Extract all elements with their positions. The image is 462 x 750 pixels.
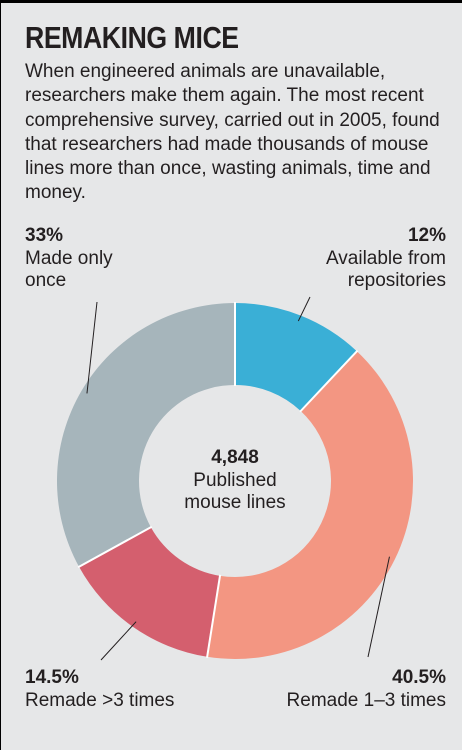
slice-separator: [299, 349, 359, 413]
leader-line: [100, 621, 137, 661]
donut-center-label: 4,848 Published mouse lines: [160, 447, 310, 515]
slice-text: Made only once: [25, 247, 113, 292]
slice-text: Available from repositories: [325, 247, 446, 292]
figure-description: When engineered animals are unavailable,…: [25, 61, 440, 204]
leader-line: [367, 556, 390, 658]
slice-remade-1-3: [207, 351, 414, 660]
slice-separator: [206, 574, 222, 658]
figure-title: REMAKING MICE: [25, 20, 239, 55]
slice-label-repositories: 12% Available from repositories: [326, 225, 446, 293]
slice-percent: 14.5%: [25, 667, 79, 688]
slice-label-remade-1-3: 40.5% Remade 1–3 times: [287, 667, 446, 712]
center-total: 4,848: [211, 447, 259, 468]
slice-percent: 33%: [25, 225, 64, 246]
slice-separator: [77, 525, 153, 569]
leader-line: [297, 296, 311, 322]
slice-text: Remade 1–3 times: [286, 689, 446, 711]
leader-line: [86, 301, 98, 394]
slice-made-once: [57, 303, 235, 567]
slice-percent: 40.5%: [392, 667, 446, 688]
slice-percent: 12%: [407, 225, 446, 246]
slice-text: Remade >3 times: [25, 689, 175, 711]
slice-remade-over-3: [79, 527, 220, 657]
center-caption: Published mouse lines: [184, 469, 286, 514]
slice-label-remade-over-3: 14.5% Remade >3 times: [25, 667, 174, 712]
slice-repositories: [235, 303, 357, 412]
slice-label-made-once: 33% Made only once: [25, 225, 113, 293]
